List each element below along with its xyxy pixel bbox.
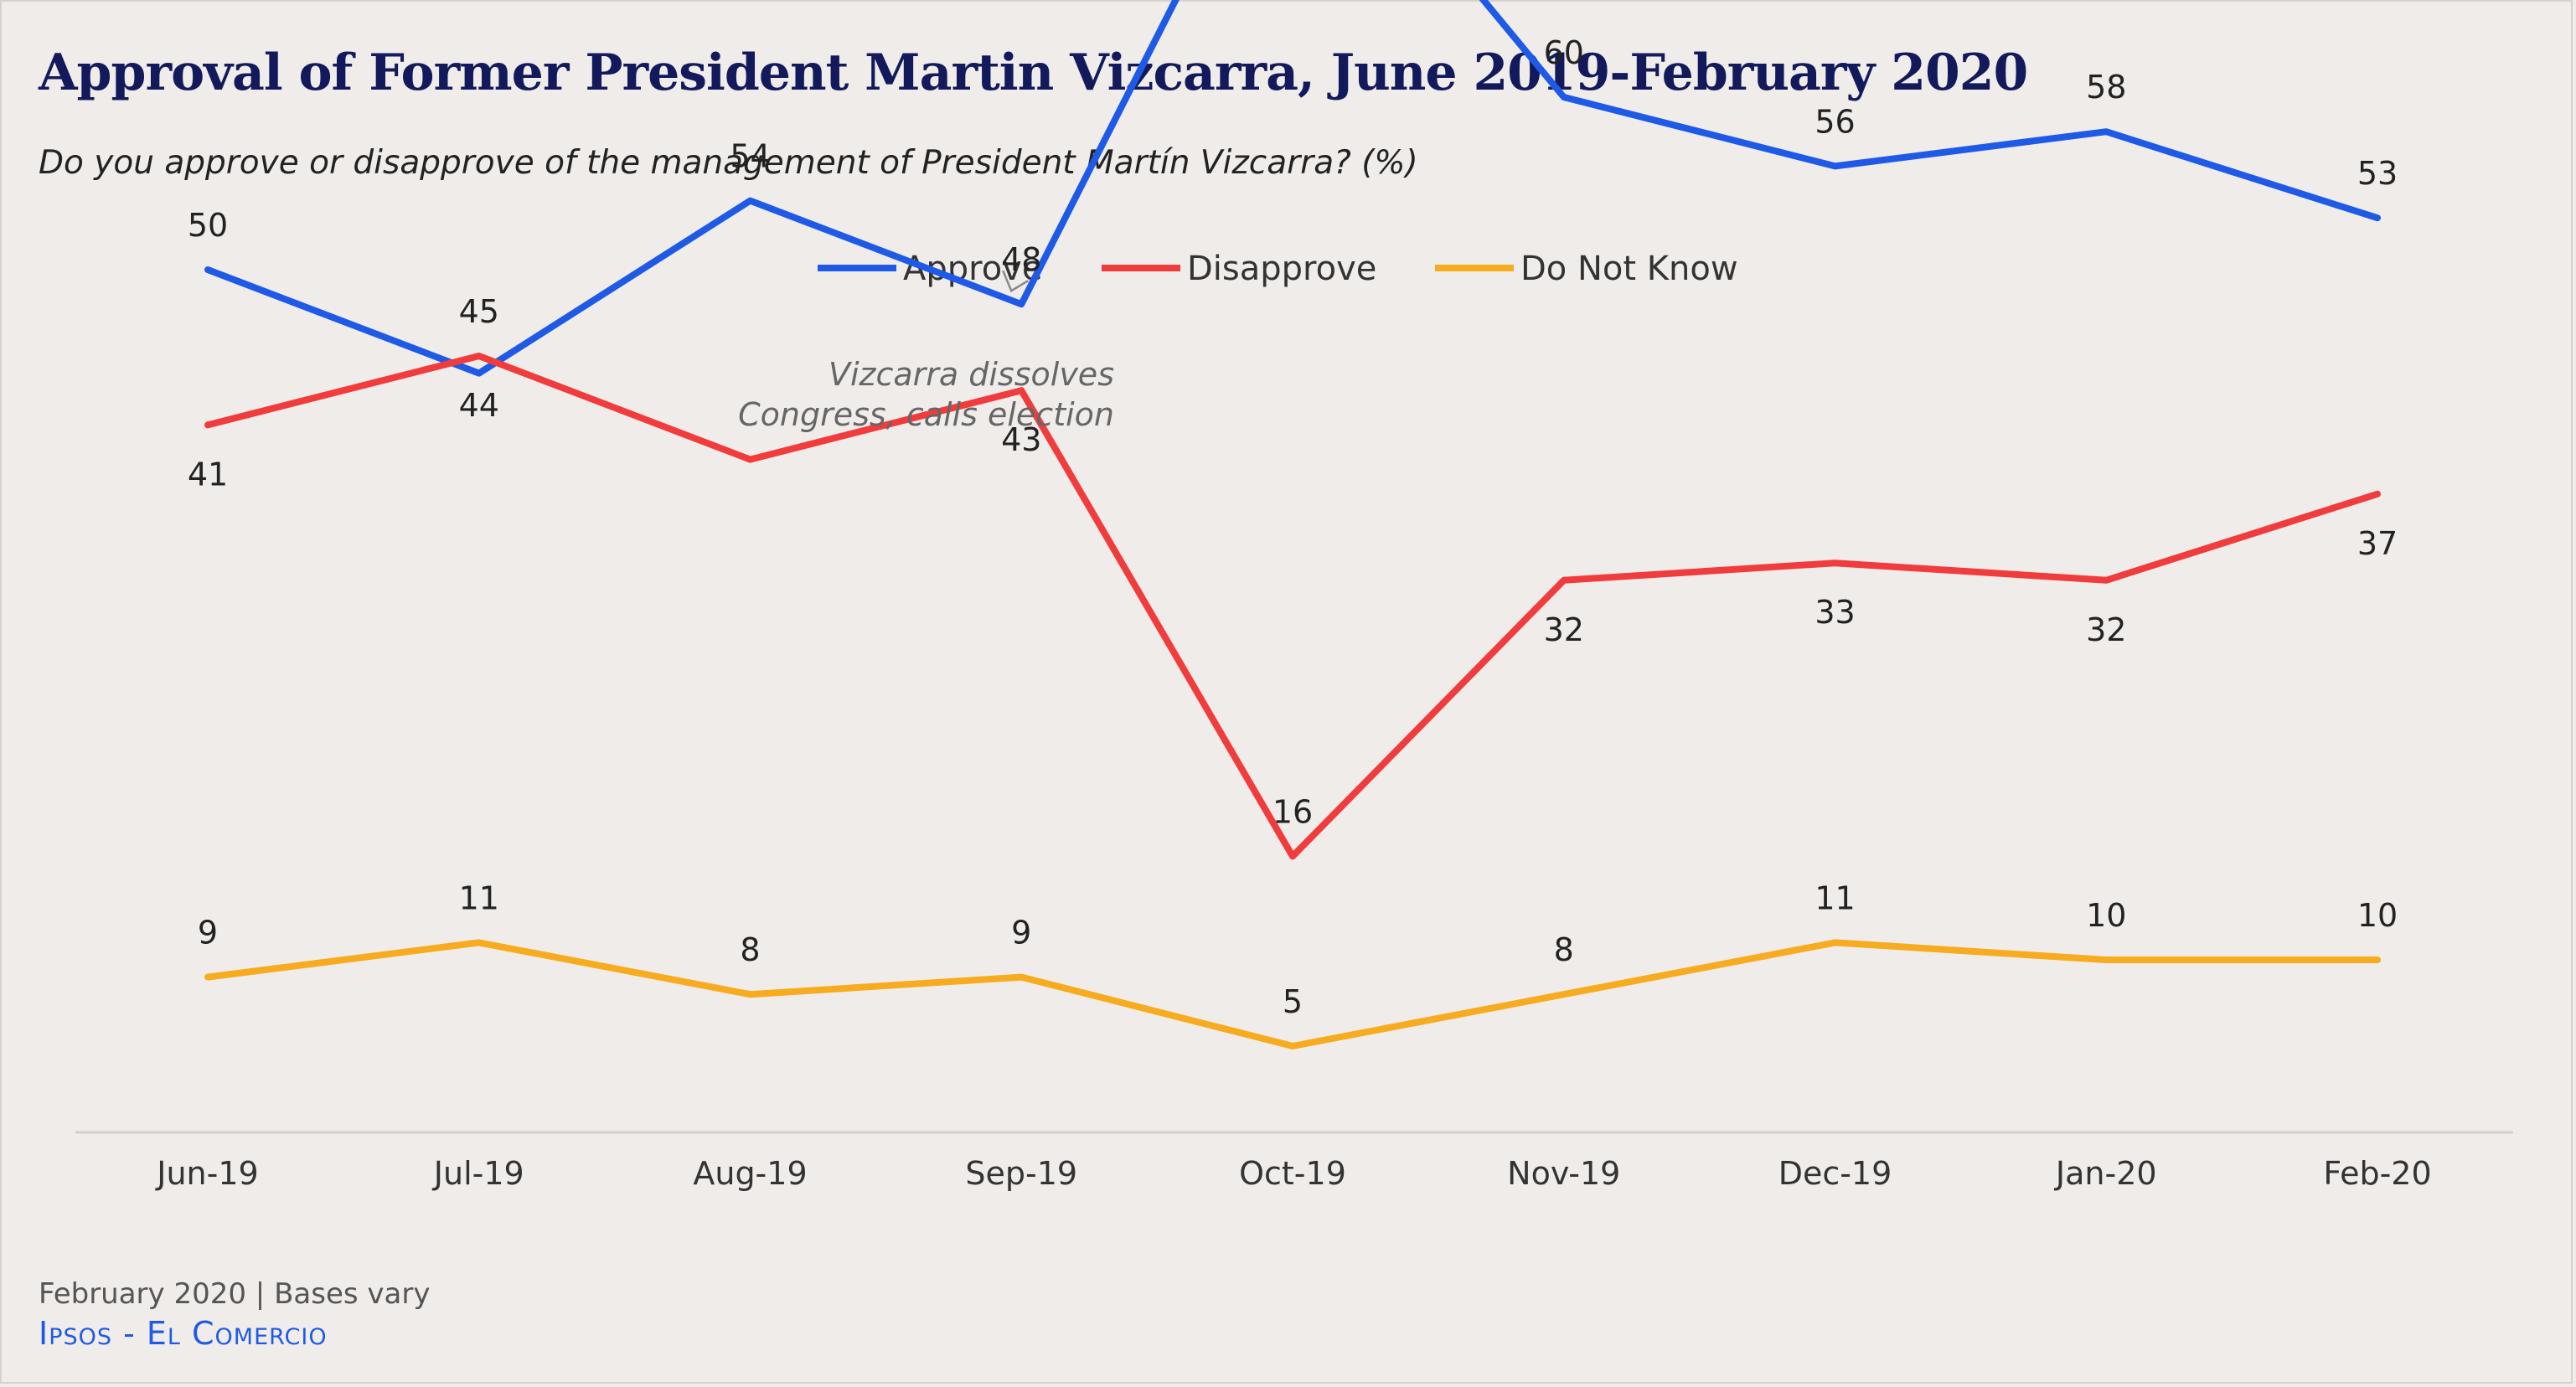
data-label: 32 [2086, 611, 2126, 648]
data-label: 54 [730, 138, 770, 175]
data-label: 50 [188, 207, 228, 244]
x-tick-label: Jun-19 [155, 1155, 258, 1192]
footer-note: February 2020 | Bases vary [39, 1277, 431, 1311]
data-label: 37 [2357, 525, 2398, 562]
annotation-text: Congress, calls election [738, 396, 1114, 433]
data-label: 9 [1011, 915, 1031, 951]
footer-source: Ipsos - El Comercio [39, 1315, 328, 1352]
x-tick-label: Jan-20 [2054, 1155, 2157, 1192]
line-chart: Jun-19 Jul-19 Aug-19 Sep-19 Oct-19 Nov-19 Dec-… [75, 0, 2513, 1192]
data-label: 11 [1815, 879, 1855, 916]
data-label: 16 [1273, 793, 1313, 830]
data-label: 32 [1544, 611, 1584, 648]
x-tick-label: Nov-19 [1507, 1155, 1620, 1192]
data-label: 5 [1283, 983, 1303, 1020]
data-label: 10 [2086, 897, 2126, 934]
series-line [204, 939, 2381, 1049]
data-label: 10 [2357, 897, 2398, 934]
data-label: 11 [459, 879, 499, 916]
legend-label: Do Not Know [1520, 250, 1738, 288]
data-label: 9 [198, 915, 218, 951]
x-tick-label: Aug-19 [693, 1155, 807, 1192]
x-tick-label: Jul-19 [432, 1155, 524, 1192]
annotation-pointer [1002, 270, 1029, 293]
data-label: 41 [188, 456, 228, 492]
data-label: 56 [1815, 103, 1855, 140]
x-tick-label: Sep-19 [965, 1155, 1077, 1192]
legend-label: Disapprove [1187, 250, 1376, 288]
series-line [204, 0, 2381, 377]
data-label: 60 [1544, 34, 1584, 71]
data-label: 43 [1001, 421, 1041, 458]
chart-title: Approval of Former President Martin Vizc… [39, 44, 2028, 102]
series-line [204, 353, 2381, 860]
data-label: 45 [459, 293, 499, 330]
annotation-text: Vizcarra dissolves [829, 356, 1114, 393]
x-tick-label: Oct-19 [1239, 1155, 1346, 1192]
x-tick-label: Feb-20 [2323, 1155, 2431, 1192]
data-label: 44 [459, 387, 499, 424]
data-label: 48 [1001, 241, 1041, 278]
data-label: 8 [740, 931, 760, 968]
data-label: 58 [2086, 69, 2126, 106]
data-label: 8 [1554, 931, 1574, 968]
x-tick-label: Dec-19 [1778, 1155, 1892, 1192]
chart-subtitle: Do you approve or disapprove of the mana… [39, 144, 1418, 182]
data-label: 53 [2357, 155, 2398, 192]
data-label: 33 [1815, 594, 1855, 631]
